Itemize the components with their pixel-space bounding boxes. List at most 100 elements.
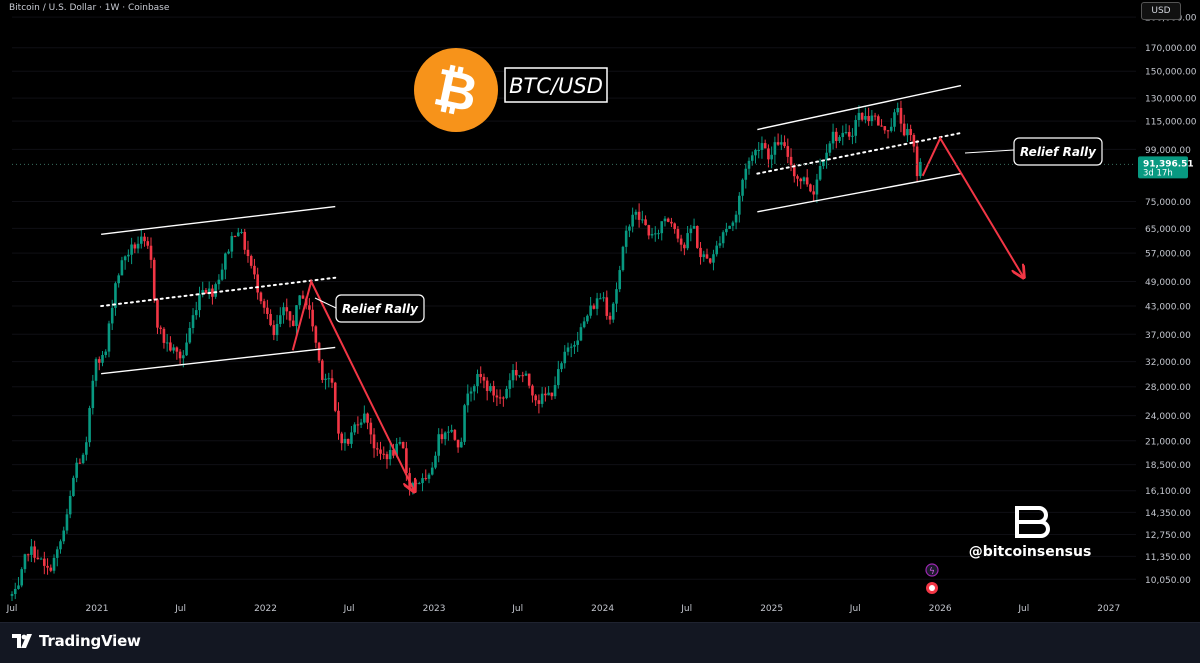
y-tick-label: 18,500.00 bbox=[1145, 461, 1191, 471]
candle-body bbox=[602, 297, 605, 299]
candle-body bbox=[860, 112, 864, 120]
candle-body bbox=[39, 558, 43, 560]
candle-body bbox=[915, 146, 919, 177]
candle-body bbox=[33, 546, 36, 558]
event-flag-icon[interactable] bbox=[926, 582, 938, 594]
candle-body bbox=[279, 315, 282, 324]
x-tick-label: Jul bbox=[849, 604, 861, 614]
candle-body bbox=[514, 370, 518, 376]
event-lightning-icon[interactable]: ϟ bbox=[925, 563, 939, 577]
candle-body bbox=[353, 424, 356, 433]
candle-body bbox=[518, 375, 521, 377]
candle-body bbox=[834, 131, 838, 141]
y-tick-label: 10,050.00 bbox=[1145, 576, 1191, 586]
candle-body bbox=[204, 290, 208, 294]
y-tick-label: 170,000.00 bbox=[1145, 44, 1197, 54]
candle-body bbox=[702, 254, 706, 258]
candle-body bbox=[527, 373, 531, 386]
y-tick-label: 37,000.00 bbox=[1145, 331, 1191, 341]
candle-body bbox=[201, 290, 205, 295]
candle-body bbox=[182, 355, 185, 359]
candle-body bbox=[909, 128, 912, 136]
candle-body bbox=[715, 245, 718, 255]
candle-body bbox=[405, 448, 408, 474]
candle-body bbox=[893, 112, 896, 127]
candle-body bbox=[825, 152, 828, 161]
candle-body bbox=[256, 274, 259, 293]
candle-body bbox=[540, 393, 544, 404]
tradingview-logo[interactable]: TradingView bbox=[12, 632, 141, 650]
candle-body bbox=[253, 265, 256, 275]
candle-body bbox=[159, 327, 162, 329]
title-box: BTC/USD bbox=[504, 67, 608, 103]
x-tick-label: Jul bbox=[343, 604, 355, 614]
candle-body bbox=[599, 298, 602, 300]
y-tick-label: 11,350.00 bbox=[1145, 553, 1191, 563]
candle-body bbox=[615, 289, 618, 304]
candle-body bbox=[896, 107, 900, 113]
time-axis[interactable]: Jul 2021 Jul 2022 Jul 2023 Jul 2024 Jul 2025 Jul 20… bbox=[6, 604, 1121, 614]
candle-body bbox=[683, 244, 686, 249]
candle-body bbox=[266, 307, 269, 314]
candle-body bbox=[23, 554, 27, 570]
candle-body bbox=[482, 376, 486, 381]
candle-body bbox=[792, 165, 796, 177]
candle-body bbox=[479, 374, 483, 377]
relief-rally-label-right: Relief Rally bbox=[1020, 145, 1097, 159]
candle-body bbox=[634, 211, 638, 215]
candle-body bbox=[595, 298, 599, 309]
candle-body bbox=[472, 386, 476, 392]
y-tick-label: 65,000.00 bbox=[1145, 225, 1191, 235]
candle-body bbox=[401, 441, 405, 449]
candle-body bbox=[657, 233, 660, 235]
candle-body bbox=[463, 405, 466, 442]
candle-body bbox=[553, 385, 557, 397]
candle-body bbox=[434, 455, 437, 468]
y-tick-label: 43,000.00 bbox=[1145, 303, 1191, 313]
candle-body bbox=[689, 228, 693, 234]
drawing-layer bbox=[100, 84, 1024, 492]
candle-body bbox=[78, 462, 82, 464]
candle-body bbox=[350, 432, 353, 444]
candle-body bbox=[217, 279, 221, 285]
candle-body bbox=[165, 342, 169, 344]
candle-body bbox=[757, 149, 761, 151]
candle-body bbox=[708, 258, 712, 263]
candle-body bbox=[870, 115, 874, 122]
candle-body bbox=[812, 191, 815, 195]
candle-body bbox=[162, 328, 166, 343]
currency-selector[interactable]: USD bbox=[1141, 2, 1181, 20]
candle-body bbox=[382, 453, 386, 455]
candle-body bbox=[395, 443, 398, 456]
y-tick-label: 32,000.00 bbox=[1145, 358, 1191, 368]
candle-body bbox=[59, 541, 62, 550]
candle-body bbox=[317, 342, 321, 361]
candle-body bbox=[421, 478, 424, 484]
author-handle: @bitcoinsensus bbox=[969, 544, 1092, 560]
candle-body bbox=[621, 246, 625, 271]
channel-boundary bbox=[101, 346, 336, 375]
candle-body bbox=[618, 270, 622, 290]
candle-body bbox=[152, 259, 156, 300]
last-price-badge bbox=[1138, 156, 1188, 179]
candle-body bbox=[686, 233, 689, 249]
candle-body bbox=[644, 219, 647, 226]
x-tick-label: 2025 bbox=[760, 604, 783, 614]
candle-body bbox=[107, 323, 111, 352]
candle-body bbox=[831, 131, 835, 144]
candle-body bbox=[211, 288, 214, 297]
candle-body bbox=[741, 179, 744, 196]
candle-body bbox=[414, 483, 418, 485]
candle-body bbox=[750, 155, 754, 161]
candle-body bbox=[738, 195, 741, 215]
x-tick-label: 2022 bbox=[254, 604, 277, 614]
candle-body bbox=[43, 558, 46, 566]
candle-body bbox=[485, 380, 489, 391]
candle-body bbox=[194, 310, 198, 316]
y-tick-label: 24,000.00 bbox=[1145, 412, 1191, 422]
candle-body bbox=[178, 351, 182, 359]
candle-body bbox=[728, 225, 731, 229]
last-price-value: 91,396.51 bbox=[1143, 159, 1194, 169]
